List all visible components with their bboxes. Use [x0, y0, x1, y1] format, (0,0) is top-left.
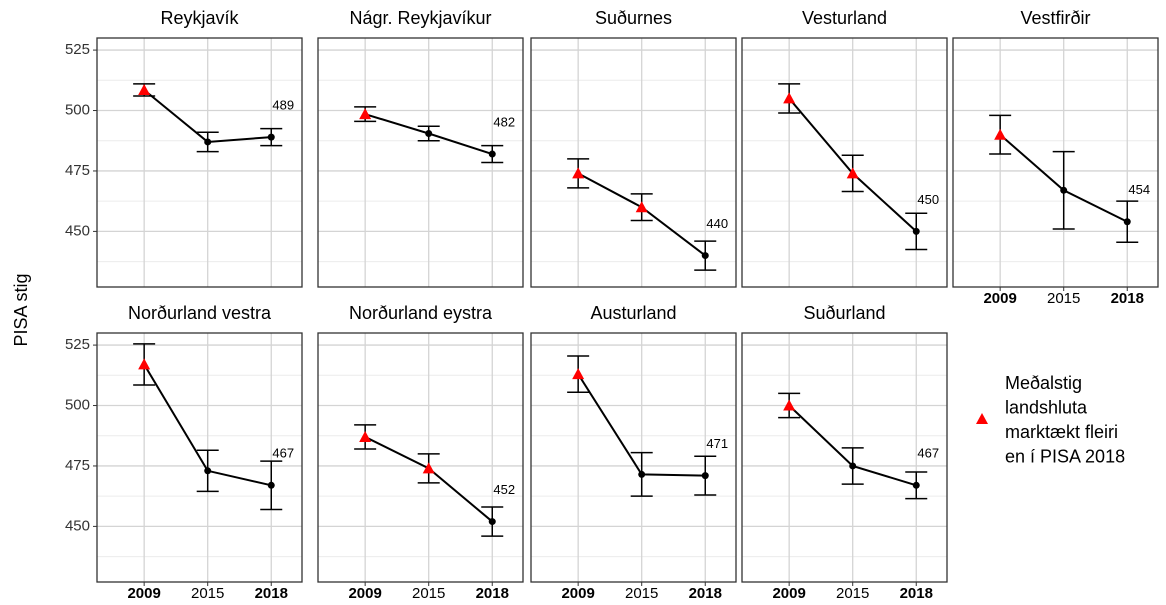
legend-label: landshluta: [1005, 397, 1088, 417]
legend-label: Meðalstig: [1005, 373, 1082, 393]
panel-title: Austurland: [590, 303, 676, 323]
x-tick-label: 2015: [1047, 290, 1080, 307]
significant-marker: [783, 92, 796, 104]
significant-marker: [359, 430, 372, 442]
point: [1060, 186, 1068, 194]
point: [638, 470, 646, 478]
significant-marker: [783, 399, 796, 411]
y-tick-label: 500: [65, 396, 90, 413]
panel-border: [96, 332, 303, 583]
y-tick-label: 450: [65, 222, 90, 239]
data-label: 450: [917, 192, 939, 207]
point: [488, 518, 496, 526]
point: [488, 150, 496, 158]
x-tick-label: 2018: [476, 585, 509, 602]
significant-marker: [138, 83, 151, 95]
point: [267, 481, 275, 489]
panel-border: [317, 37, 524, 288]
panel-border: [317, 332, 524, 583]
legend-label: marktækt fleiri: [1005, 422, 1118, 442]
significant-marker: [359, 108, 372, 120]
y-tick-label: 500: [65, 101, 90, 118]
point: [912, 481, 920, 489]
point: [849, 462, 857, 470]
panel-border: [741, 37, 948, 288]
data-label: 471: [706, 436, 728, 451]
significant-marker: [994, 128, 1007, 140]
point: [701, 472, 709, 480]
data-label: 467: [917, 446, 939, 461]
y-tick-label: 525: [65, 41, 90, 58]
panel-title: Nágr. Reykjavíkur: [349, 8, 491, 28]
x-tick-label: 2015: [412, 585, 445, 602]
significant-marker: [635, 201, 648, 213]
data-label: 452: [493, 482, 515, 497]
point: [1123, 218, 1131, 226]
legend-marker: [976, 413, 988, 424]
x-tick-label: 2015: [836, 585, 869, 602]
point: [204, 138, 212, 146]
x-tick-label: 2009: [348, 585, 381, 602]
significant-marker: [572, 167, 585, 179]
x-tick-label: 2018: [900, 585, 933, 602]
panel-border: [96, 37, 303, 288]
significant-marker: [138, 358, 151, 370]
panel-title: Vestfirðir: [1020, 8, 1090, 28]
point: [204, 467, 212, 475]
panel-title: Vesturland: [802, 8, 887, 28]
panel-title: Suðurnes: [595, 8, 672, 28]
point: [701, 252, 709, 260]
panel-title: Norðurland eystra: [349, 303, 493, 323]
point: [912, 227, 920, 235]
y-tick-label: 475: [65, 162, 90, 179]
x-tick-label: 2018: [689, 585, 722, 602]
significant-marker: [846, 167, 859, 179]
panel-title: Suðurland: [803, 303, 885, 323]
x-tick-label: 2009: [983, 290, 1016, 307]
x-tick-label: 2009: [772, 585, 805, 602]
x-tick-label: 2015: [191, 585, 224, 602]
data-label: 489: [272, 98, 294, 113]
data-label: 482: [493, 114, 515, 129]
y-tick-label: 475: [65, 457, 90, 474]
data-label: 440: [706, 216, 728, 231]
x-tick-label: 2018: [1111, 290, 1144, 307]
y-axis-label: PISA stig: [11, 273, 31, 346]
panel-border: [530, 332, 737, 583]
panel-title: Norðurland vestra: [128, 303, 272, 323]
x-tick-label: 2009: [127, 585, 160, 602]
x-tick-label: 2015: [625, 585, 658, 602]
x-tick-label: 2009: [561, 585, 594, 602]
significant-marker: [572, 368, 585, 380]
x-tick-label: 2018: [255, 585, 288, 602]
point: [425, 129, 433, 137]
y-tick-label: 525: [65, 336, 90, 353]
data-label: 467: [272, 446, 294, 461]
panel-border: [952, 37, 1159, 288]
significant-marker: [422, 462, 435, 474]
point: [267, 133, 275, 141]
data-label: 454: [1128, 182, 1150, 197]
y-tick-label: 450: [65, 517, 90, 534]
legend-label: en í PISA 2018: [1005, 446, 1125, 466]
panel-border: [530, 37, 737, 288]
panel-title: Reykjavík: [160, 8, 239, 28]
panel-border: [741, 332, 948, 583]
